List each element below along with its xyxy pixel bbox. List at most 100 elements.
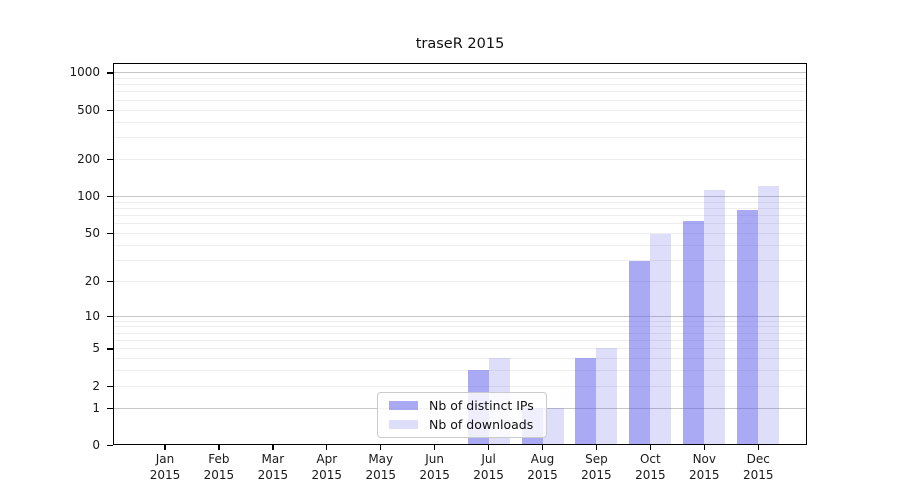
- x-tick-year: 2015: [203, 467, 235, 482]
- legend-swatch-distinct-ips: [389, 401, 418, 410]
- bar-distinct-ips-sep: [575, 358, 597, 445]
- gridline-minor: [114, 109, 806, 111]
- x-tick-mark: [218, 445, 220, 450]
- x-tick-mark: [487, 445, 490, 450]
- gridline-major: [114, 72, 806, 74]
- gridline-minor: [114, 358, 806, 360]
- legend: Nb of distinct IPs Nb of downloads: [377, 392, 547, 438]
- x-tick-year: 2015: [419, 467, 450, 482]
- x-tick-label: Oct 2015: [610, 452, 690, 483]
- bar-distinct-ips-dec: [737, 209, 759, 445]
- y-tick-label: 10: [84, 308, 100, 323]
- x-tick-mark: [595, 445, 598, 450]
- x-tick-label: Feb 2015: [179, 452, 259, 483]
- bar-distinct-ips-oct: [629, 261, 651, 445]
- x-tick-month: Jun: [425, 452, 445, 466]
- gridline-minor: [114, 84, 806, 86]
- x-tick-label: Nov 2015: [664, 452, 744, 483]
- x-tick-mark: [326, 445, 328, 450]
- y-tick-mark: [107, 407, 113, 409]
- y-tick-label: 500: [77, 102, 100, 117]
- gridline-major: [114, 315, 806, 317]
- y-tick-mark: [107, 195, 113, 198]
- y-tick-label: 5: [92, 341, 100, 356]
- gridline-minor: [114, 339, 806, 341]
- x-tick-year: 2015: [581, 467, 612, 482]
- x-tick-month: Jul: [481, 452, 496, 466]
- y-tick-label: 20: [84, 273, 100, 288]
- x-tick-month: Jan: [155, 452, 175, 466]
- plot-area: [113, 63, 807, 445]
- x-tick-year: 2015: [365, 467, 396, 482]
- legend-label-distinct-ips: Nb of distinct IPs: [429, 398, 534, 413]
- legend-swatch-downloads: [389, 420, 418, 429]
- gridline-minor: [114, 244, 806, 246]
- x-tick-label: Apr 2015: [287, 452, 367, 483]
- bar-downloads-nov: [704, 189, 726, 445]
- gridline-major: [114, 195, 806, 197]
- x-tick-year: 2015: [473, 467, 504, 482]
- x-tick-label: May 2015: [341, 452, 421, 483]
- y-tick-mark: [107, 348, 113, 350]
- gridline-minor: [114, 91, 806, 93]
- x-tick-year: 2015: [311, 467, 343, 482]
- x-tick-month: Mar: [261, 452, 285, 466]
- bar-downloads-oct: [650, 233, 672, 445]
- legend-item-downloads: Nb of downloads: [384, 417, 540, 432]
- gridline-minor: [114, 201, 806, 203]
- gridline-minor: [114, 207, 806, 209]
- bar-distinct-ips-nov: [683, 221, 705, 445]
- x-tick-mark: [649, 445, 652, 450]
- legend-item-distinct-ips: Nb of distinct IPs: [384, 398, 540, 413]
- y-tick-mark: [107, 385, 113, 388]
- x-tick-mark: [380, 445, 382, 450]
- y-tick-label: 0: [92, 438, 100, 452]
- x-tick-mark: [757, 445, 759, 450]
- y-tick-mark: [107, 280, 113, 283]
- legend-label-downloads: Nb of downloads: [429, 417, 534, 432]
- gridline-minor: [114, 137, 806, 139]
- x-tick-year: 2015: [635, 467, 666, 482]
- gridline-minor: [114, 348, 806, 350]
- chart-title: traseR 2015: [415, 36, 505, 52]
- x-tick-mark: [703, 445, 705, 450]
- gridline-minor: [114, 223, 806, 225]
- x-tick-label: Mar 2015: [233, 452, 313, 483]
- x-tick-year: 2015: [527, 467, 558, 482]
- y-tick-mark: [107, 109, 113, 111]
- x-tick-year: 2015: [689, 467, 720, 482]
- gridline-minor: [114, 158, 806, 160]
- x-tick-year: 2015: [149, 467, 181, 482]
- gridline-minor: [114, 385, 806, 387]
- x-tick-month: Apr: [316, 452, 338, 466]
- gridline-minor: [114, 332, 806, 334]
- gridline-minor: [114, 121, 806, 123]
- bar-downloads-sep: [596, 348, 618, 445]
- x-tick-mark: [541, 445, 544, 450]
- x-tick-month: Feb: [208, 452, 230, 466]
- x-tick-label: Dec 2015: [718, 452, 798, 483]
- x-tick-label: Sep 2015: [556, 452, 636, 483]
- x-tick-month: Sep: [585, 452, 608, 466]
- y-tick-label: 1000: [69, 65, 100, 80]
- x-tick-label: Aug 2015: [503, 452, 583, 483]
- gridline-minor: [114, 280, 806, 282]
- x-tick-label: Jul 2015: [449, 452, 529, 483]
- gridline-minor: [114, 232, 806, 234]
- y-tick-label: 2: [92, 378, 100, 393]
- x-tick-month: Nov: [692, 452, 716, 466]
- x-tick-month: Aug: [530, 452, 555, 466]
- gridline-minor: [114, 326, 806, 328]
- gridline-minor: [114, 259, 806, 261]
- y-tick-mark: [107, 445, 113, 447]
- x-tick-mark: [433, 445, 436, 450]
- x-tick-month: May: [368, 452, 394, 466]
- y-tick-mark: [107, 158, 113, 161]
- y-tick-label: 200: [77, 151, 100, 166]
- gridline-minor: [114, 77, 806, 79]
- gridline-minor: [114, 370, 806, 372]
- x-tick-year: 2015: [742, 467, 774, 482]
- x-tick-label: Jan 2015: [125, 452, 205, 483]
- x-tick-month: Dec: [746, 452, 770, 466]
